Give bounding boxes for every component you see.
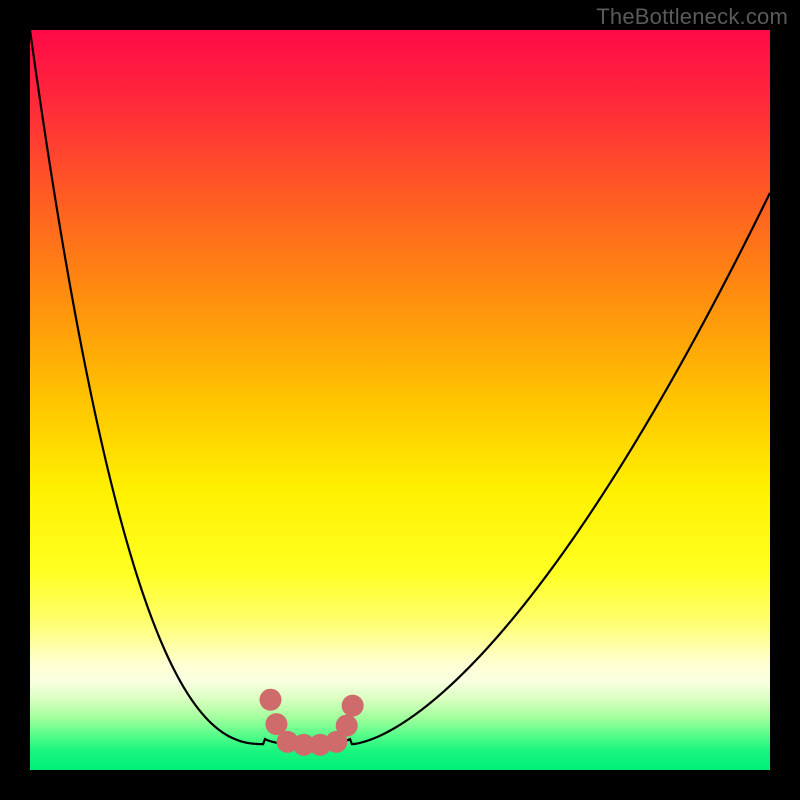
watermark-text: TheBottleneck.com <box>596 4 788 30</box>
plot-background <box>30 30 770 770</box>
marker-dot <box>336 715 358 737</box>
marker-dot <box>342 695 364 717</box>
bottleneck-chart <box>0 0 800 800</box>
marker-dot <box>260 689 282 711</box>
figure-container: TheBottleneck.com <box>0 0 800 800</box>
